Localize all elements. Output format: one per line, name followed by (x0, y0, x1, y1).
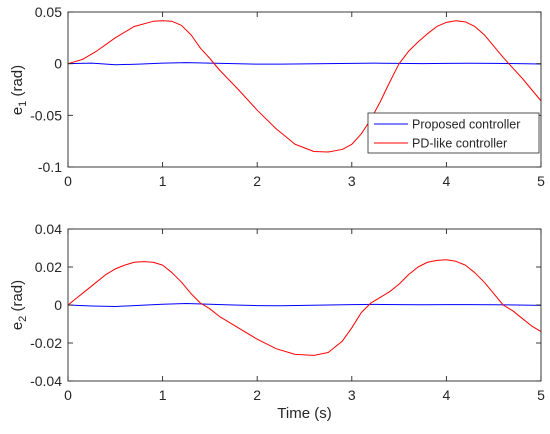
x-tick-label: 4 (443, 173, 451, 189)
x-tick-label: 2 (253, 173, 261, 189)
y-tick-label: -0.02 (30, 335, 62, 351)
x-tick-label: 5 (537, 387, 545, 403)
subplot-e1: Proposed controller PD-like controller e… (9, 4, 545, 189)
legend-box (367, 112, 540, 154)
y-tick-label: 0.02 (35, 259, 62, 275)
x-tick-label: 1 (159, 173, 167, 189)
series-line-proposed-controller (67, 302, 542, 308)
y-axis-label-e2: e2 (rad) (9, 280, 29, 330)
x-tick-label: 3 (348, 387, 356, 403)
series-lines (67, 259, 542, 356)
legend-label-pd-like: PD-like controller (412, 137, 507, 151)
tick-marks (67, 228, 542, 382)
subplot-e2: e2 (rad) Time (s) 0 1 2 3 4 5 -0.04 -0.02 0 0.02 0… (9, 221, 545, 422)
axes-box (67, 11, 542, 168)
series-line-pd-like-controller (67, 20, 542, 153)
series-lines (67, 20, 542, 153)
x-tick-label: 4 (443, 387, 451, 403)
tick-marks (67, 11, 542, 168)
x-tick-label: 1 (159, 387, 167, 403)
y-tick-label: -0.1 (38, 159, 62, 175)
legend: Proposed controller PD-like controller (367, 112, 540, 154)
x-tick-label: 5 (537, 173, 545, 189)
y-tick-label: 0.05 (35, 4, 62, 20)
y-tick-label: -0.05 (30, 107, 62, 123)
x-tick-label: 0 (64, 173, 72, 189)
y-tick-label: 0 (54, 297, 62, 313)
x-tick-label: 0 (64, 387, 72, 403)
y-tick-label: 0.04 (35, 221, 62, 237)
y-tick-label: -0.04 (30, 373, 62, 389)
x-tick-label: 3 (348, 173, 356, 189)
legend-label-proposed: Proposed controller (412, 118, 520, 132)
series-line-pd-like-controller (67, 259, 542, 356)
x-tick-label: 2 (253, 387, 261, 403)
series-line-proposed-controller (67, 62, 542, 66)
y-tick-label: 0 (54, 56, 62, 72)
y-axis-label-e1: e1 (rad) (9, 65, 29, 115)
x-axis-label: Time (s) (277, 405, 331, 422)
